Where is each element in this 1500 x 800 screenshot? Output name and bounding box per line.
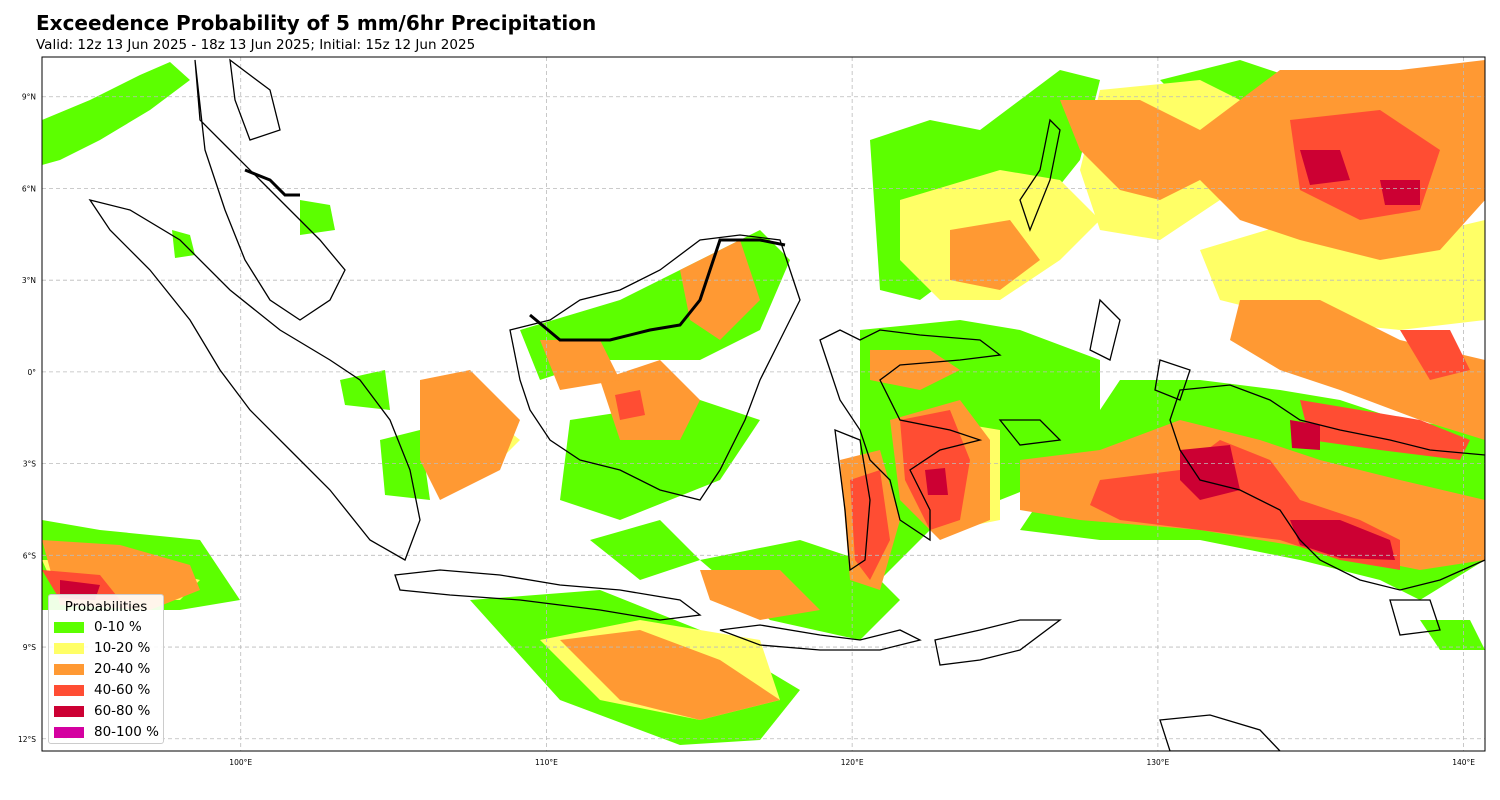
probability-field — [42, 60, 1485, 745]
lat-tick-label: 3°S — [23, 460, 37, 469]
lat-tick-label: 3°N — [22, 276, 36, 285]
lat-tick-label: 6°S — [23, 551, 37, 560]
lon-tick-label: 140°E — [1452, 758, 1475, 767]
border-line — [529, 238, 786, 342]
lon-tick-label: 130°E — [1146, 758, 1169, 767]
lat-tick-label: 9°N — [22, 93, 36, 102]
map-frame — [41, 56, 1486, 752]
lat-tick-label: 12°S — [18, 735, 36, 744]
legend-item: 10-20 % — [54, 640, 150, 656]
lon-tick-label: 120°E — [841, 758, 864, 767]
legend: Probabilities 0-10 % 10-20 % 20-40 % 40-… — [48, 594, 164, 744]
border-line-peninsula — [244, 168, 300, 197]
legend-item: 0-10 % — [54, 619, 142, 635]
legend-swatch — [54, 663, 84, 675]
lat-tick-label: 6°N — [22, 184, 36, 193]
legend-label: 80-100 % — [94, 724, 159, 740]
legend-label: 0-10 % — [94, 619, 142, 635]
legend-item: 80-100 % — [54, 724, 159, 740]
coastlines — [88, 58, 1485, 751]
lon-tick-label: 100°E — [229, 758, 252, 767]
legend-label: 40-60 % — [94, 682, 151, 698]
map-subtitle: Valid: 12z 13 Jun 2025 - 18z 13 Jun 2025… — [36, 37, 476, 53]
legend-item: 40-60 % — [54, 682, 150, 698]
legend-label: 20-40 % — [94, 661, 151, 677]
legend-swatch — [54, 705, 84, 717]
legend-label: 10-20 % — [94, 640, 151, 656]
legend-item: 60-80 % — [54, 703, 150, 719]
latitude-labels: 9°N 6°N 3°N 0° 3°S 6°S 9°S 12°S — [18, 93, 36, 744]
prob-60-80-areas — [60, 150, 1420, 600]
longitude-labels: 100°E 110°E 120°E 130°E 140°E — [229, 758, 1475, 767]
legend-swatch — [54, 621, 84, 633]
legend-swatch — [54, 642, 84, 654]
legend-title: Probabilities — [64, 599, 148, 615]
map-gridlines — [42, 57, 1485, 751]
lat-tick-label: 9°S — [23, 643, 37, 652]
legend-swatch — [54, 684, 84, 696]
map-title: Exceedence Probability of 5 mm/6hr Preci… — [36, 11, 597, 35]
legend-swatch — [54, 726, 84, 738]
lon-tick-label: 110°E — [535, 758, 558, 767]
legend-item: 20-40 % — [54, 661, 150, 677]
legend-label: 60-80 % — [94, 703, 151, 719]
lat-tick-label: 0° — [27, 368, 36, 377]
